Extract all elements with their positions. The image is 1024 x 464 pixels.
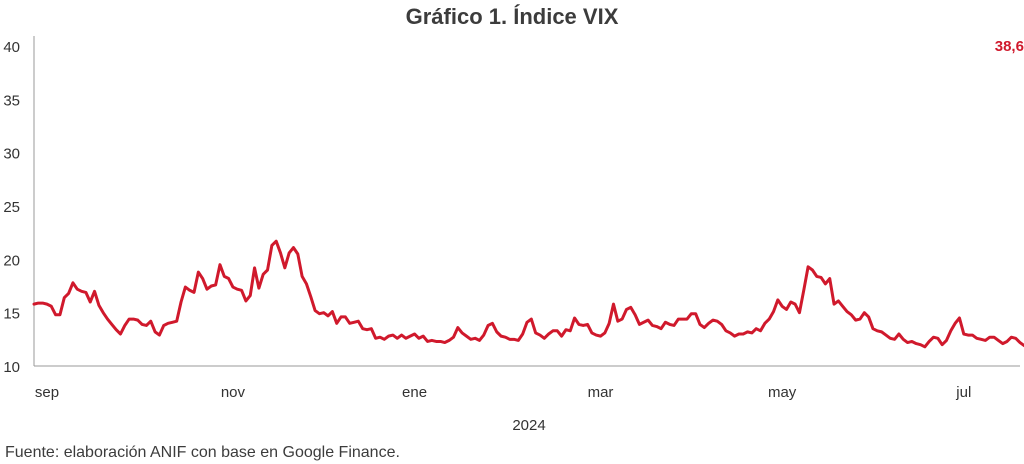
x-axis: sep nov ene mar may jul 2024 [34, 365, 1020, 434]
x-tick-label: ene [402, 384, 427, 401]
x-tick-label: jul [955, 384, 971, 401]
y-tick-label: 30 [3, 146, 20, 163]
data-labels: 38,6 [995, 38, 1024, 55]
y-tick-label: 20 [3, 252, 20, 269]
x-tick-label: sep [35, 384, 59, 401]
x-year-label: 2024 [512, 417, 545, 434]
x-tick-label: mar [588, 384, 614, 401]
x-tick-label: nov [221, 384, 246, 401]
y-tick-label: 25 [3, 199, 20, 216]
y-axis: 10 15 20 25 30 35 40 [3, 36, 35, 376]
y-tick-label: 40 [3, 39, 20, 56]
data-label-peak: 38,6 [995, 38, 1024, 55]
series-vix [32, 239, 1024, 349]
source-note: Fuente: elaboración ANIF con base en Goo… [5, 444, 400, 461]
series-line [32, 239, 1024, 349]
y-tick-label: 35 [3, 92, 20, 109]
chart-title: Gráfico 1. Índice VIX [405, 4, 619, 29]
y-tick-label: 15 [3, 306, 20, 323]
x-tick-label: may [768, 384, 797, 401]
y-tick-label: 10 [3, 359, 20, 376]
